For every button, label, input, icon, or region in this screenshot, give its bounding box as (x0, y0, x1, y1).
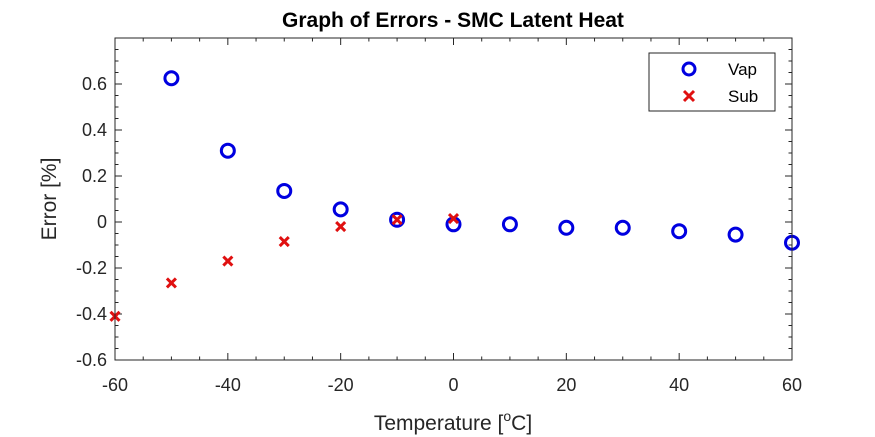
legend-sub-label: Sub (728, 87, 758, 106)
y-tick-label: 0.2 (82, 166, 107, 186)
vap-point (219, 142, 236, 159)
vap-point (276, 182, 293, 199)
y-tick-label: -0.2 (76, 258, 107, 278)
vap-point (332, 201, 349, 218)
x-tick-label: -60 (102, 375, 128, 395)
x-tick-label: 0 (448, 375, 458, 395)
x-tick-labels: -60 -40 -20 0 20 40 60 (102, 375, 802, 395)
x-tick-label: -40 (215, 375, 241, 395)
y-tick-labels: -0.6 -0.4 -0.2 0 0.2 0.4 0.6 (76, 74, 107, 370)
chart-title: Graph of Errors - SMC Latent Heat (282, 9, 624, 32)
sub-point (335, 221, 347, 233)
legend-vap-marker (681, 61, 697, 77)
sub-point (165, 277, 177, 289)
x-axis-label: Temperature [oC] (374, 408, 532, 435)
y-axis-label: Error [%] (38, 158, 61, 241)
vap-point (389, 211, 406, 228)
data-marks (109, 70, 800, 322)
y-tick-label: -0.6 (76, 350, 107, 370)
y-tick-label: 0.6 (82, 74, 107, 94)
plot-frame (114, 37, 793, 361)
sub-point (447, 212, 460, 225)
x-tick-label: 40 (669, 375, 689, 395)
x-axis-label-superscript: o (503, 408, 511, 424)
vap-point (671, 223, 688, 240)
sub-point (222, 255, 234, 267)
axis-ticks (114, 38, 793, 361)
vap-point (614, 219, 631, 236)
x-tick-label: 60 (782, 375, 802, 395)
y-tick-label: 0 (97, 212, 107, 232)
legend-box (648, 52, 776, 112)
x-tick-label: 20 (556, 375, 576, 395)
x-tick-label: -20 (328, 375, 354, 395)
y-tick-label: 0.4 (82, 120, 107, 140)
vap-point (163, 70, 180, 87)
legend-vap-label: Vap (728, 60, 757, 79)
legend: Vap Sub (648, 52, 776, 112)
sub-point (391, 214, 403, 226)
legend-sub-marker (682, 89, 696, 103)
sub-point (278, 235, 290, 248)
vap-point (727, 226, 744, 243)
y-tick-label: -0.4 (76, 304, 107, 324)
vap-point (558, 219, 575, 236)
x-axis-label-unit: C] (511, 412, 532, 435)
x-axis-label-main: Temperature [ (374, 412, 504, 435)
vap-point (501, 216, 518, 233)
